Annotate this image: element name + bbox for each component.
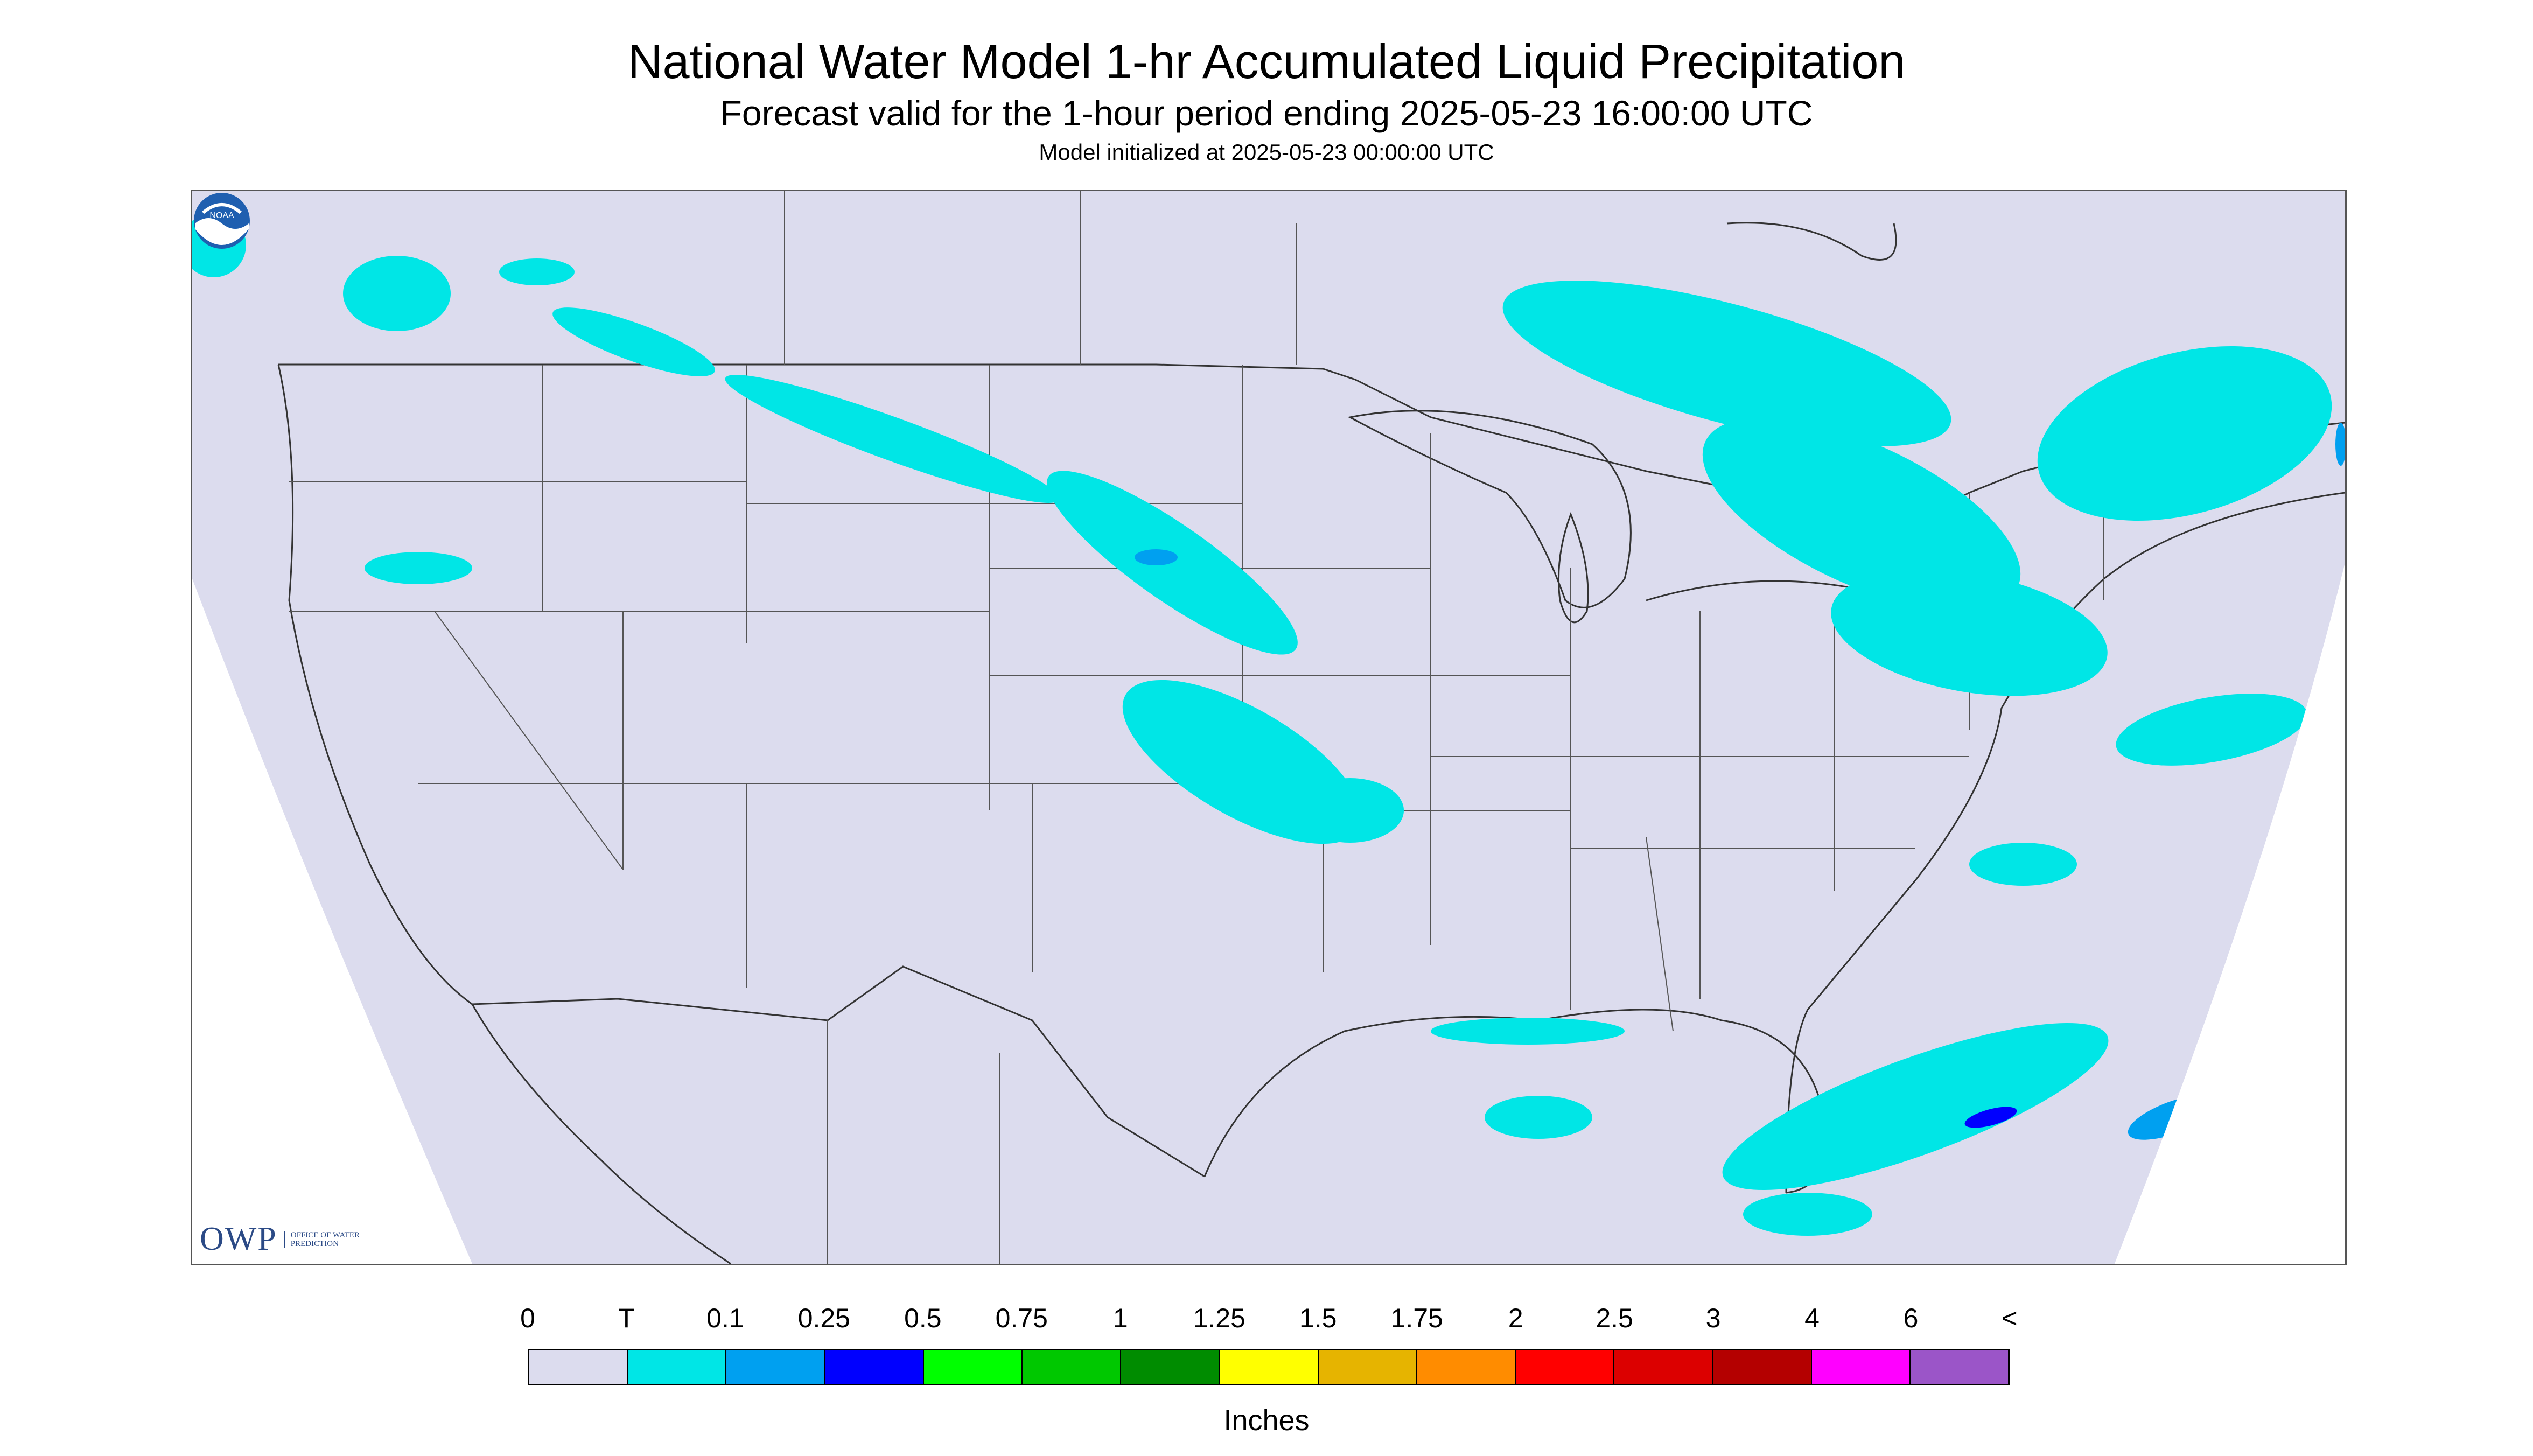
legend-label: 2.5 [1596, 1303, 1633, 1333]
legend-swatch [1811, 1350, 1911, 1384]
outside-domain-right [2115, 563, 2345, 1264]
legend-swatch [1910, 1350, 2009, 1384]
mexico-border [472, 965, 1205, 1178]
precipitation-map: OWP Office of Water Prediction NOAA [191, 190, 2347, 1265]
legend-label: 1.75 [1390, 1303, 1443, 1333]
legend-color-bar [528, 1349, 2010, 1385]
owp-logo: OWP Office of Water Prediction [200, 1220, 366, 1258]
legend-swatch [1023, 1350, 1122, 1384]
legend-label: 1.25 [1193, 1303, 1245, 1333]
hudson-bay-shore [1726, 222, 1897, 261]
forecast-valid-subtitle: Forecast valid for the 1-hour period end… [720, 93, 1813, 133]
noaa-logo-text: NOAA [209, 211, 234, 220]
noaa-logo: NOAA [194, 193, 250, 249]
legend-label: 0.75 [995, 1303, 1048, 1333]
legend-units: Inches [1223, 1404, 1310, 1437]
precip-area [2037, 346, 2332, 521]
precip-area [1431, 1018, 1625, 1045]
west-coast [277, 364, 473, 1005]
precip-area [1296, 778, 1404, 843]
precip-area [2116, 694, 2307, 766]
precip-area [1135, 549, 1178, 565]
precip-area [2335, 423, 2345, 466]
precip-area [1831, 569, 2108, 696]
precip-area [1964, 1107, 2017, 1128]
precip-moderate [1964, 1107, 2017, 1128]
legend-swatch [1713, 1350, 1812, 1384]
legend-label: 0.1 [706, 1303, 744, 1333]
precip-area [725, 375, 1060, 503]
legend-label: 0 [520, 1303, 535, 1333]
legend-label: 6 [1903, 1303, 1919, 1333]
owp-logo-letters: OWP [200, 1221, 277, 1257]
precip-trace [192, 213, 2332, 1236]
precip-area [365, 552, 472, 584]
baja-coast [471, 1004, 731, 1264]
precip-area [1702, 417, 2021, 611]
legend-label: 4 [1804, 1303, 1820, 1333]
legend-swatch [1417, 1350, 1516, 1384]
map-canvas [192, 191, 2345, 1264]
legend-label: 0.25 [797, 1303, 851, 1333]
legend-swatch [1220, 1350, 1319, 1384]
legend-labels: 0 T 0.1 0.25 0.5 0.75 1 1.25 1.5 1.75 2 2.5 3 4 6 < [520, 1302, 2018, 1334]
legend-swatch [923, 1350, 1023, 1384]
precip-area [1485, 1096, 1592, 1139]
precip-area [1502, 281, 1951, 446]
legend-swatch [726, 1350, 825, 1384]
precip-area [552, 307, 715, 376]
legend-swatch [1318, 1350, 1417, 1384]
legend-swatch [825, 1350, 924, 1384]
model-init-line: Model initialized at 2025-05-23 00:00:00… [1039, 139, 1494, 165]
legend-swatch [529, 1350, 628, 1384]
legend-label: < [2002, 1303, 2018, 1333]
legend-label: 1.5 [1299, 1303, 1337, 1333]
legend-swatch [1614, 1350, 1713, 1384]
legend-label: 2 [1508, 1303, 1523, 1333]
legend-label: 1 [1112, 1303, 1128, 1333]
legend-swatch [1121, 1350, 1220, 1384]
precip-area [499, 258, 575, 285]
owp-logo-text: Office of Water Prediction [283, 1230, 366, 1248]
great-lakes [1347, 410, 1632, 608]
legend-swatch [628, 1350, 727, 1384]
lake-michigan [1558, 512, 1589, 624]
precip-area [1743, 1193, 1872, 1236]
map-title: National Water Model 1-hr Accumulated Li… [627, 35, 1906, 89]
outside-domain-left [192, 579, 472, 1264]
legend-swatch [1516, 1350, 1615, 1384]
precip-area [343, 256, 451, 331]
legend-label: T [618, 1303, 635, 1333]
legend-label: 3 [1705, 1303, 1721, 1333]
east-coast [1785, 492, 2345, 1193]
precip-area [1969, 843, 2077, 886]
us-canada-border [278, 363, 2345, 564]
precip-area [1722, 1023, 2109, 1191]
precip-area [1047, 471, 1298, 655]
legend-label: 0.5 [904, 1303, 942, 1333]
